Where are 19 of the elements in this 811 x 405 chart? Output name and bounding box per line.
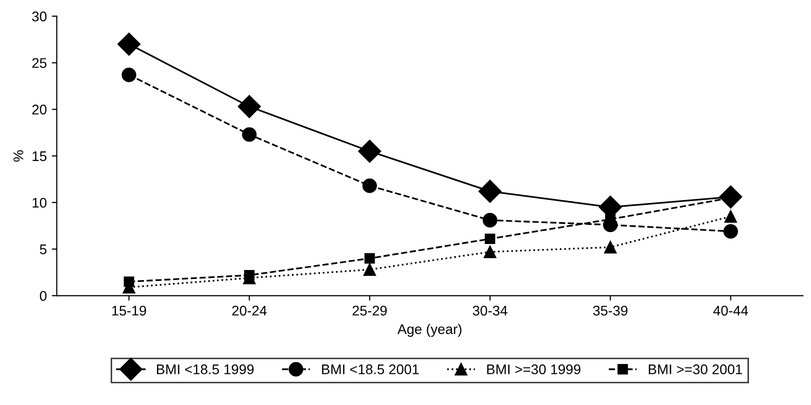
legend-label: BMI <18.5 1999 bbox=[156, 364, 254, 374]
y-tick-label: 25 bbox=[32, 58, 46, 68]
x-tick-label: 35-39 bbox=[593, 306, 628, 316]
x-tick-label: 30-34 bbox=[472, 306, 508, 316]
y-tick-label: 20 bbox=[32, 104, 47, 115]
x-tick-label: 15-19 bbox=[112, 306, 146, 316]
legend-label: BMI >=30 2001 bbox=[648, 364, 742, 374]
x-tick-label: 20-24 bbox=[232, 306, 267, 316]
y-tick-label: 15 bbox=[32, 151, 46, 162]
x-axis-title: Age (year) bbox=[397, 324, 462, 337]
legend-label: BMI <18.5 2001 bbox=[322, 364, 419, 374]
y-axis-title: % bbox=[14, 150, 24, 162]
y-tick-label: 0 bbox=[40, 290, 47, 301]
x-tick-label: 40-44 bbox=[713, 306, 748, 316]
y-tick-label: 5 bbox=[40, 244, 46, 254]
y-tick-label: 30 bbox=[32, 12, 47, 22]
y-tick-label: 10 bbox=[32, 198, 47, 208]
legend-label: BMI >=30 1999 bbox=[487, 364, 580, 374]
x-tick-label: 25-29 bbox=[352, 306, 387, 316]
